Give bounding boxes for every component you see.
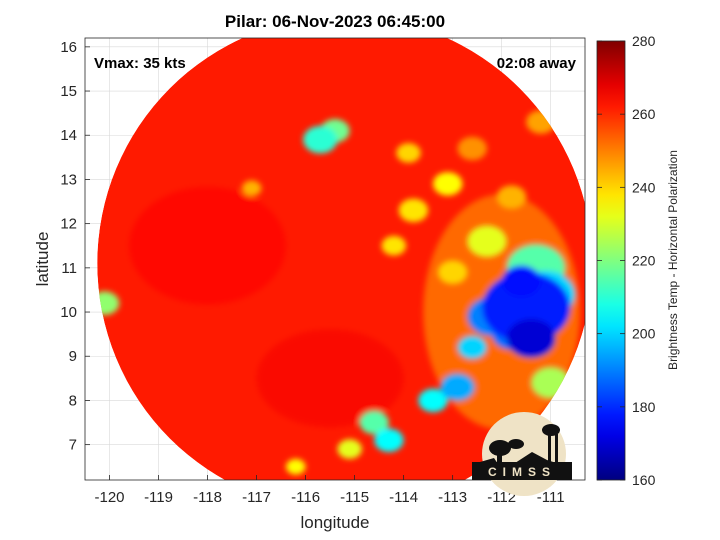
colorbar-tick-label: 180 [632,399,656,415]
colorbar-tick-label: 200 [632,326,656,342]
swath-feature-10 [374,428,404,452]
swath-feature-20 [467,225,507,258]
y-tick-label: 12 [60,216,77,233]
chart-title: Pilar: 06-Nov-2023 06:45:00 [225,12,445,31]
swath-feature-17 [381,235,407,256]
swath-feature-23 [285,458,306,475]
swath-feature-26 [496,185,527,209]
x-tick-label: -112 [487,489,516,506]
plot-frame [84,37,586,481]
swath-feature-1 [506,318,556,359]
y-tick-label: 11 [61,260,77,277]
x-axis-label: longitude [300,513,369,532]
y-tick-label: 8 [69,392,77,409]
swath-feature-18 [396,143,421,163]
y-tick-label: 16 [60,39,77,56]
y-tick-label: 10 [60,304,77,321]
swath-feature-22 [337,439,362,459]
swath-feature-16 [398,198,429,223]
y-tick-label: 15 [60,83,77,100]
colorbar-tick-label: 240 [632,179,656,195]
colorbar-tick-label: 280 [632,33,656,49]
colorbar-label: Brightness Temp - Horizontal Polarizatio… [666,150,680,370]
swath-feature-21 [437,260,468,285]
x-tick-label: -111 [537,489,565,506]
x-tick-label: -115 [340,489,369,506]
swath-features [97,110,581,475]
colorbar-tick-label: 160 [632,472,656,488]
swath-feature-7 [440,373,475,401]
swath-feature-24 [241,180,262,197]
colorbar-tick-label: 220 [632,253,656,269]
y-tick-label: 13 [60,171,77,188]
y-axis-ticks: 7 8 9 10 11 12 13 14 15 16 [60,39,90,454]
y-tick-label: 7 [69,437,77,454]
swath-feature-12 [303,125,338,154]
x-tick-label: -114 [389,489,418,506]
swath-feature-27 [457,136,487,161]
swath-feature-9 [418,388,448,413]
texture-patch [256,329,404,428]
x-tick-label: -118 [193,489,222,506]
x-tick-label: -120 [94,489,124,506]
swath-feature-8 [457,335,487,360]
swath-feature-2 [501,265,541,297]
swath-feature-15 [433,172,463,196]
logo-text: CIMSS [488,465,556,479]
vmax-annotation: Vmax: 35 kts [94,55,186,72]
x-tick-label: -119 [144,489,173,506]
y-tick-label: 9 [69,348,77,365]
x-tick-label: -113 [438,489,467,506]
x-tick-label: -117 [242,489,271,506]
y-tick-label: 14 [60,127,77,144]
y-axis-label: latitude [33,232,52,287]
time-away-annotation: 02:08 away [497,55,577,72]
x-tick-label: -116 [291,489,320,506]
logo-tower-tank [542,424,560,436]
colorbar-ticks: 160 180 200 220 240 260 280 [597,33,656,488]
colorbar-tick-label: 260 [632,106,656,122]
cimss-logo: CIMSS [472,412,572,496]
x-axis-ticks: -120 -119 -118 -117 -116 -115 -114 -113 -112 -111 [94,475,565,506]
swath-feature-11 [359,410,389,435]
texture-patch [129,186,286,305]
